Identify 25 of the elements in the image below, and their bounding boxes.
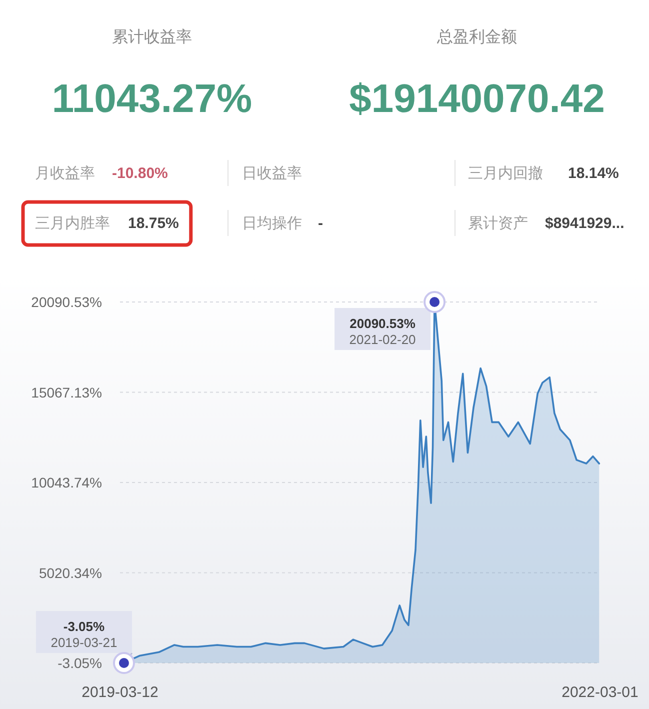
annotation: 2021-02-20 xyxy=(349,332,416,347)
text: 11043.27% xyxy=(52,77,252,121)
x-tick-label: 2019-03-12 xyxy=(82,684,158,701)
x-tick-label: 2022-03-01 xyxy=(562,684,638,701)
y-tick-label: 5020.34% xyxy=(38,564,102,581)
text: 月收益率 xyxy=(35,165,95,182)
text: -10.80% xyxy=(112,165,168,182)
text: 18.14% xyxy=(568,165,619,182)
text: $19140070.42 xyxy=(349,77,605,121)
text: 累计资产 xyxy=(468,215,528,232)
text: 三月内回撤 xyxy=(468,165,543,182)
text: 日收益率 xyxy=(242,165,302,182)
text: 18.75% xyxy=(128,215,179,232)
text: 总盈利金额 xyxy=(436,28,517,46)
text: $8941929... xyxy=(545,215,624,232)
y-tick-label: 20090.53% xyxy=(31,294,102,310)
text: - xyxy=(318,215,323,232)
y-tick-label: 10043.74% xyxy=(31,474,102,490)
annotation: 2019-03-21 xyxy=(50,635,118,650)
y-tick-label: -3.05% xyxy=(58,655,102,671)
text: 三月内胜率 xyxy=(35,215,110,232)
text: 累计收益率 xyxy=(112,28,192,46)
y-tick-label: 15067.13% xyxy=(31,384,102,400)
text: 日均操作 xyxy=(242,215,302,232)
annotation: 20090.53% xyxy=(350,316,416,331)
